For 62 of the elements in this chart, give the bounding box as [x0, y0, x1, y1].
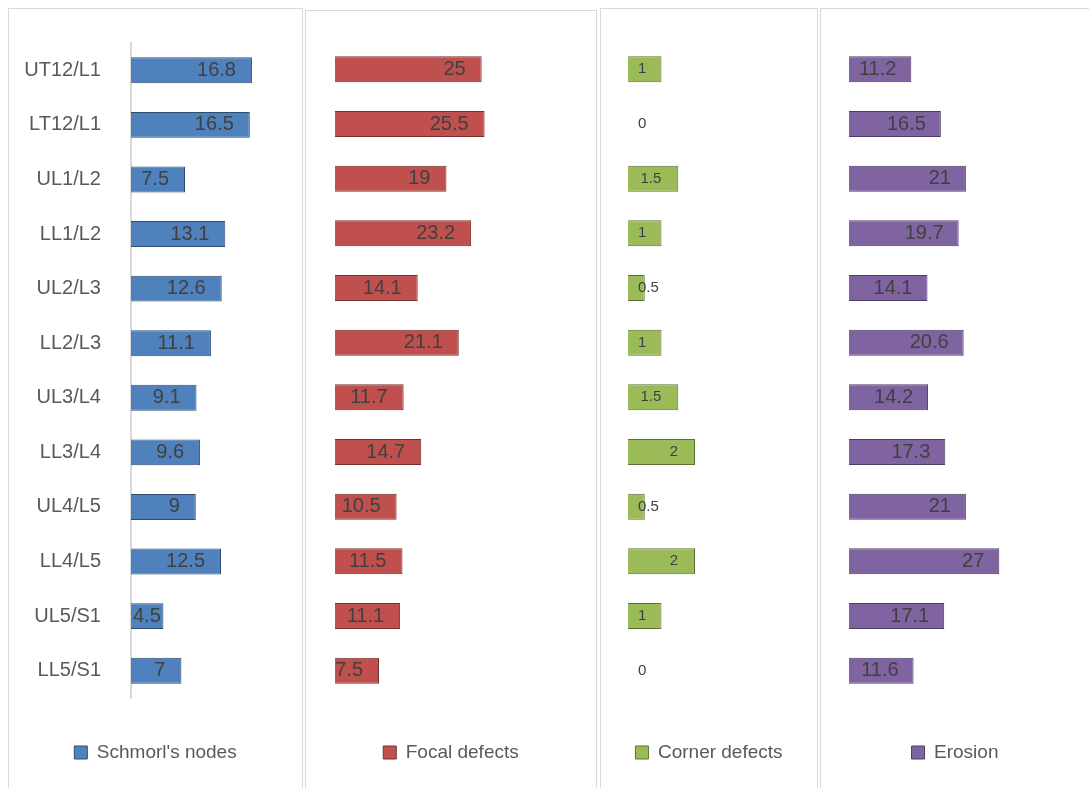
data-label: 1 [638, 332, 647, 350]
data-label: 11.7 [350, 384, 388, 407]
y-tick-label: LL3/L4 [39, 439, 101, 462]
legend-label: Corner defects [657, 740, 783, 762]
data-label: 16.5 [886, 111, 926, 134]
data-label: 0 [638, 114, 647, 132]
y-tick-label: UL5/S1 [34, 603, 101, 626]
y-tick-label: LL1/L2 [39, 221, 101, 244]
data-label: 12.5 [166, 549, 206, 572]
data-label: 9 [168, 494, 180, 517]
data-label: 11.1 [157, 330, 195, 353]
data-label: 11.2 [858, 56, 897, 79]
data-label: 17.1 [890, 603, 930, 626]
data-label: 7 [154, 658, 166, 681]
data-label: 11.5 [349, 548, 387, 571]
data-label: 17.3 [891, 439, 931, 462]
data-label: 19.7 [904, 220, 944, 243]
data-label: 21 [928, 494, 951, 517]
data-label: 0 [638, 660, 647, 678]
data-label: 7.5 [141, 166, 170, 189]
y-tick-label: LT12/L1 [29, 112, 101, 135]
data-label: 11.1 [346, 603, 385, 626]
legend-label: Focal defects [405, 740, 519, 762]
y-tick-label: UL4/L5 [36, 494, 101, 517]
data-label: 4.5 [133, 603, 161, 626]
data-label: 1 [638, 606, 647, 624]
data-label: 9.6 [156, 439, 185, 462]
data-label: 14.7 [366, 439, 406, 462]
y-tick-label: LL5/S1 [37, 658, 101, 681]
legend-label: Erosion [934, 740, 999, 762]
y-tick-label: UT12/L1 [24, 57, 101, 80]
data-label: 1 [638, 59, 647, 77]
data-label: 12.6 [166, 276, 206, 299]
data-label: 1 [638, 223, 647, 241]
data-label: 16.5 [194, 112, 234, 135]
data-label: 11.6 [861, 658, 899, 681]
y-tick-label: UL3/L4 [36, 385, 101, 408]
y-tick-label: UL1/L2 [36, 166, 101, 189]
data-label: 14.1 [362, 275, 402, 298]
y-tick-label: LL4/L5 [39, 549, 101, 572]
data-label: 13.1 [170, 221, 210, 244]
data-label: 25.5 [429, 111, 469, 134]
data-label: 1.5 [640, 168, 662, 186]
data-label: 10.5 [341, 494, 381, 517]
data-label: 21.1 [403, 330, 443, 353]
data-label: 14.2 [874, 384, 914, 407]
data-label: 2 [669, 551, 678, 569]
data-label: 21 [928, 166, 951, 189]
data-label: 7.5 [335, 658, 364, 681]
data-label: 16.8 [197, 57, 236, 80]
data-label: 20.6 [909, 330, 949, 353]
data-label: 1.5 [640, 387, 662, 405]
data-label: 27 [962, 548, 985, 571]
data-label: 14.1 [873, 275, 913, 298]
legend-label: Schmorl's nodes [96, 740, 237, 762]
data-label: 9.1 [152, 385, 181, 408]
data-label: 23.2 [416, 220, 456, 243]
data-label: 19 [408, 166, 431, 189]
y-tick-label: LL2/L3 [39, 330, 101, 353]
data-label: 2 [669, 442, 678, 460]
y-tick-label: UL2/L3 [36, 276, 101, 299]
data-label: 25 [443, 56, 466, 79]
